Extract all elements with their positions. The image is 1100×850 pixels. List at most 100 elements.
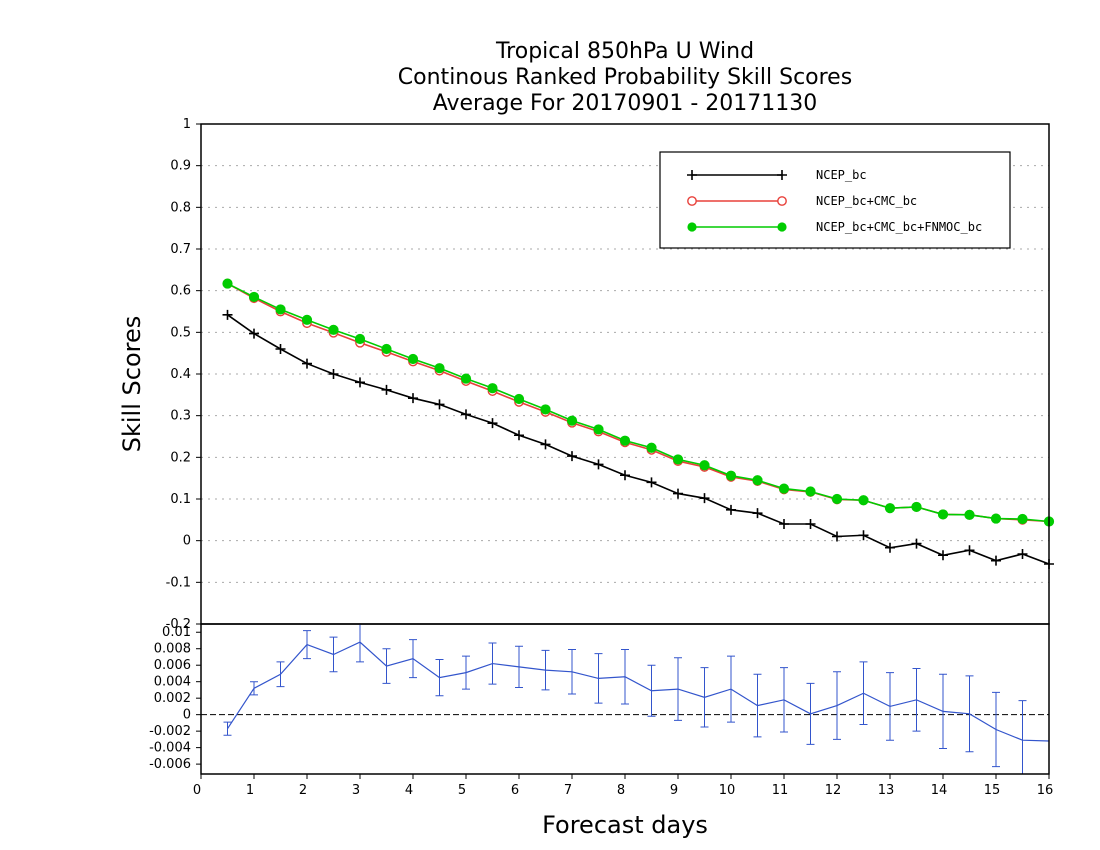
error-bar [833, 671, 841, 740]
legend-marker [687, 222, 697, 232]
error-bar [886, 672, 894, 741]
data-point-ncep-bc-cmc-bc-fnmoc-bc [725, 470, 737, 481]
y-tick-label: 0.7 [170, 242, 191, 257]
legend-marker [777, 196, 787, 206]
x-tick-label: 16 [1037, 783, 1054, 798]
x-tick-label: 15 [984, 783, 1001, 798]
data-point-ncep-bc [434, 399, 445, 410]
legend-label: NCEP_bc+CMC_bc+FNMOC_bc [816, 220, 982, 234]
data-point-ncep-bc-cmc-bc-fnmoc-bc [566, 415, 578, 426]
data-point-ncep-bc [328, 369, 339, 379]
legend-marker [687, 170, 697, 180]
data-point-ncep-bc-cmc-bc-fnmoc-bc [646, 442, 657, 453]
legend-label: NCEP_bc [816, 168, 867, 182]
data-point-ncep-bc [991, 555, 1001, 566]
error-bar [329, 636, 338, 673]
data-point-ncep-bc-cmc-bc-fnmoc-bc [964, 509, 975, 520]
data-point-ncep-bc-cmc-bc-fnmoc-bc [884, 503, 896, 514]
error-bar [541, 649, 550, 691]
error-bar [965, 675, 974, 753]
data-point-ncep-bc [222, 309, 233, 320]
data-point-ncep-bc [1017, 549, 1028, 559]
x-axis-title: Forecast days [542, 811, 708, 839]
x-tick-label: 8 [617, 783, 625, 798]
error-bar [488, 642, 497, 685]
x-tick-label: 11 [772, 783, 789, 798]
data-point-ncep-bc-cmc-bc-fnmoc-bc [672, 454, 684, 465]
data-point-ncep-bc [514, 430, 524, 441]
legend: NCEP_bc NCEP_bc+CMC_bc NCEP_bc+CMC_bc+FNMO… [659, 151, 1011, 249]
difference-series [223, 623, 1050, 775]
data-point-ncep-bc [726, 504, 736, 515]
y-tick-label: 0.9 [170, 159, 191, 174]
data-point-ncep-bc-cmc-bc-fnmoc-bc [752, 475, 763, 486]
title-line: Continous Ranked Probability Skill Score… [398, 65, 852, 90]
legend-marker [687, 196, 697, 206]
data-point-ncep-bc-cmc-bc-fnmoc-bc [381, 343, 392, 355]
error-bar [939, 673, 947, 749]
error-bar [303, 630, 311, 660]
data-point-ncep-bc [805, 519, 816, 529]
y-tick-label: -0.002 [149, 724, 191, 739]
data-point-ncep-bc-cmc-bc-fnmoc-bc [540, 404, 551, 415]
y-tick-label: -0.1 [166, 575, 191, 590]
y-tick-label: 0 [183, 708, 191, 723]
data-point-ncep-bc-cmc-bc-fnmoc-bc [301, 314, 313, 325]
legend-marker [777, 170, 787, 180]
x-tick-label: 13 [878, 783, 895, 798]
data-point-ncep-bc-cmc-bc-fnmoc-bc [831, 493, 843, 505]
difference-line [226, 641, 1050, 742]
data-point-ncep-bc [487, 418, 498, 429]
y-tick-label: 0.6 [170, 284, 191, 299]
series-line-ncep-bc-cmc-bc [227, 282, 1050, 523]
data-point-ncep-bc-cmc-bc-fnmoc-bc [911, 501, 922, 513]
error-bar [753, 673, 762, 738]
data-point-ncep-bc-cmc-bc-fnmoc-bc [354, 333, 366, 345]
data-point-ncep-bc [699, 493, 710, 504]
data-point-ncep-bc-cmc-bc-fnmoc-bc [937, 509, 949, 520]
error-bar [727, 655, 735, 723]
data-point-ncep-bc-cmc-bc-fnmoc-bc [487, 383, 498, 394]
data-point-ncep-bc-cmc-bc-fnmoc-bc [699, 460, 710, 471]
error-bar [1018, 700, 1027, 775]
error-bar [674, 657, 682, 721]
data-point-ncep-bc [911, 538, 922, 549]
data-point-ncep-bc [567, 451, 577, 462]
error-bar [859, 661, 868, 726]
series-line-ncep-bc-cmc-bc-fnmoc-bc [227, 282, 1050, 523]
y-tick-label: 1 [183, 117, 191, 132]
x-tick-label: 5 [458, 783, 466, 798]
data-point-ncep-bc [885, 542, 895, 553]
x-tick-label: 7 [564, 783, 572, 798]
x-tick-label: 3 [352, 783, 360, 798]
y-tick-label: 0.008 [154, 642, 191, 657]
x-tick-label: 9 [670, 783, 678, 798]
error-bar [912, 668, 921, 732]
data-point-ncep-bc [408, 393, 418, 404]
data-point-ncep-bc-cmc-bc-fnmoc-bc [858, 495, 869, 506]
error-bar [276, 661, 285, 688]
error-bar [223, 721, 232, 736]
error-bar [621, 649, 629, 705]
y-tick-label: 0.3 [170, 409, 191, 424]
y-tick-label: 0.002 [154, 691, 191, 706]
data-point-ncep-bc [964, 545, 975, 556]
skill-score-panel: -0.2 -0.1 0 0.1 0.2 0.3 0.4 0.5 0.6 0.7 0.8 0.9 1 NC… [166, 117, 1055, 632]
data-point-ncep-bc [540, 439, 551, 450]
error-bar [700, 667, 709, 728]
data-point-ncep-bc [938, 550, 948, 561]
data-point-ncep-bc [275, 344, 286, 354]
error-bar [806, 682, 815, 745]
y-tick-label: 0.01 [162, 625, 191, 640]
y-tick-label: 0.004 [154, 675, 191, 690]
data-point-ncep-bc-cmc-bc-fnmoc-bc [805, 486, 816, 497]
title-line: Average For 20170901 - 20171130 [433, 91, 818, 116]
y-tick-label: 0.4 [170, 367, 191, 382]
x-axis-ticks: 0 1 2 3 4 5 6 7 8 9 10 11 12 13 14 15 16 [193, 774, 1053, 798]
error-bar [409, 639, 417, 679]
data-point-ncep-bc-cmc-bc-fnmoc-bc [328, 324, 339, 335]
data-point-ncep-bc [302, 358, 312, 369]
error-bar [462, 655, 470, 690]
data-point-ncep-bc-cmc-bc-fnmoc-bc [248, 291, 260, 303]
y-axis-title: Skill Scores [118, 316, 146, 453]
